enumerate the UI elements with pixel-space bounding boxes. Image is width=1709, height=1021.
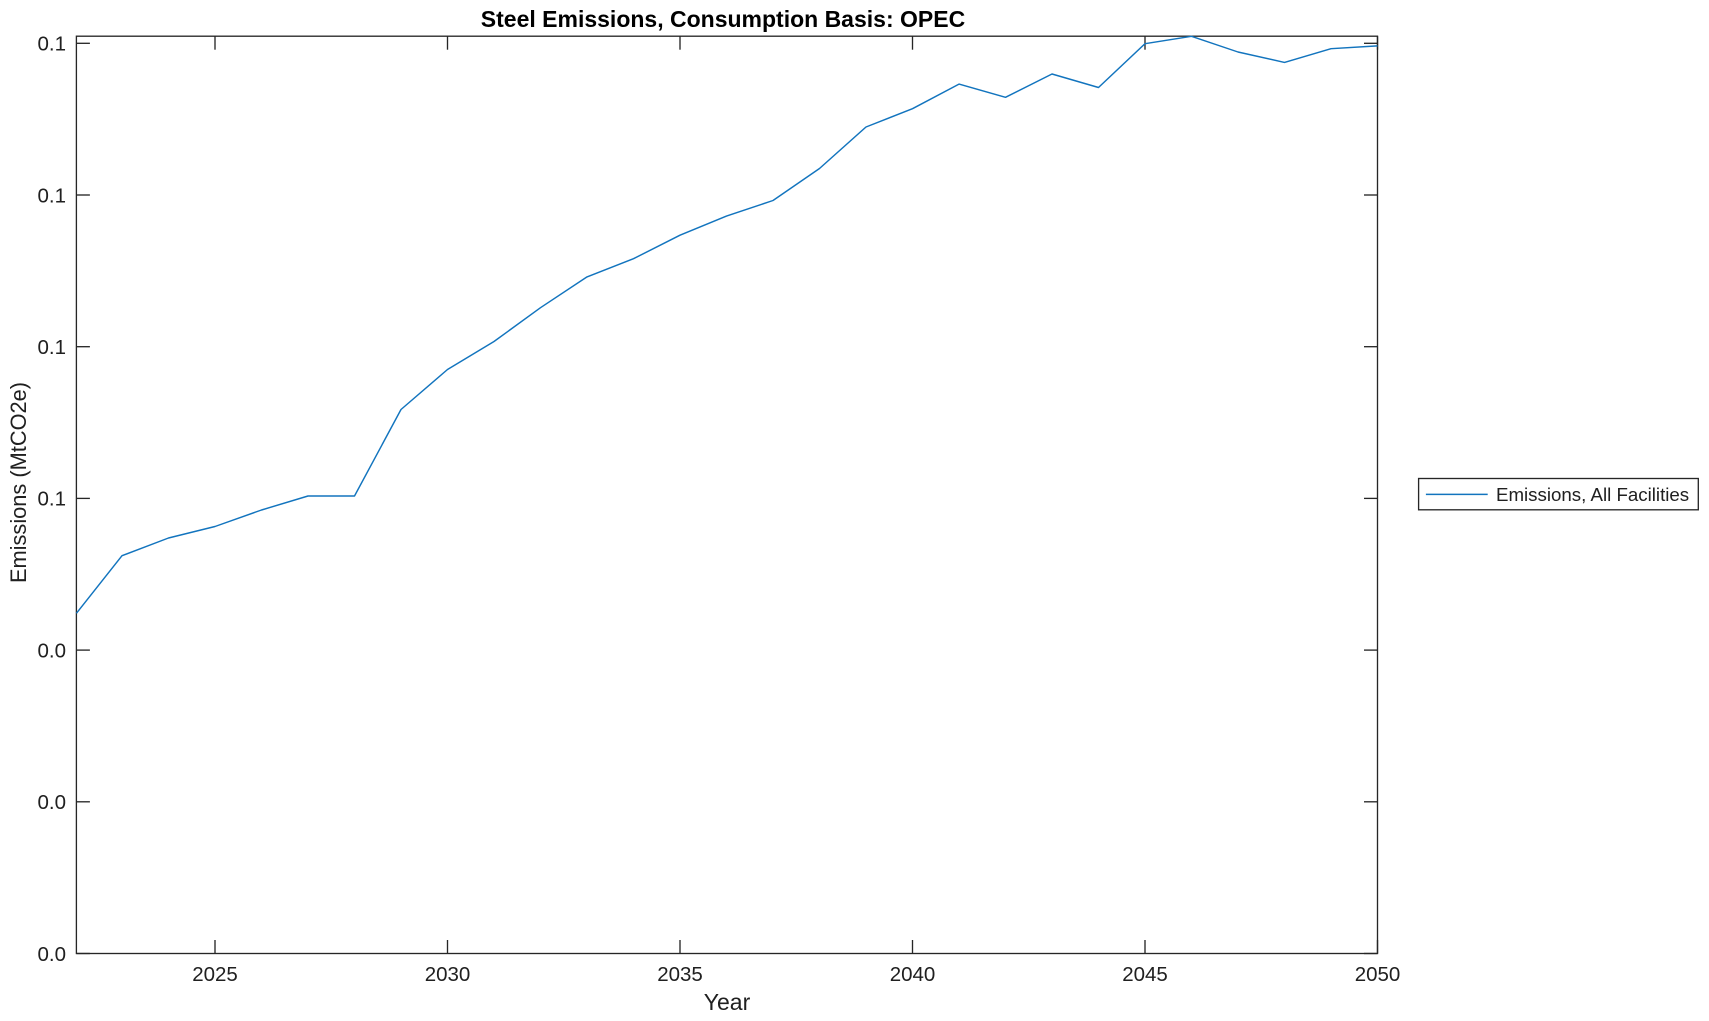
svg-text:0.1: 0.1 [38, 488, 67, 511]
svg-text:Steel Emissions, Consumption B: Steel Emissions, Consumption Basis: OPEC [481, 6, 965, 32]
svg-text:2025: 2025 [192, 963, 238, 986]
svg-text:2045: 2045 [1122, 963, 1168, 986]
svg-text:2030: 2030 [425, 963, 471, 986]
svg-text:0.0: 0.0 [38, 791, 67, 814]
svg-text:Emissions (MtCO2e): Emissions (MtCO2e) [6, 382, 31, 583]
svg-text:0.0: 0.0 [38, 943, 67, 966]
svg-text:2035: 2035 [657, 963, 703, 986]
svg-text:2040: 2040 [890, 963, 936, 986]
svg-text:Emissions, All Facilities: Emissions, All Facilities [1496, 484, 1689, 505]
svg-text:0.1: 0.1 [38, 336, 67, 359]
svg-text:0.1: 0.1 [38, 33, 67, 56]
svg-text:0.0: 0.0 [38, 639, 67, 662]
svg-text:Year: Year [704, 989, 751, 1015]
svg-text:2050: 2050 [1355, 963, 1401, 986]
svg-text:0.1: 0.1 [38, 184, 67, 207]
